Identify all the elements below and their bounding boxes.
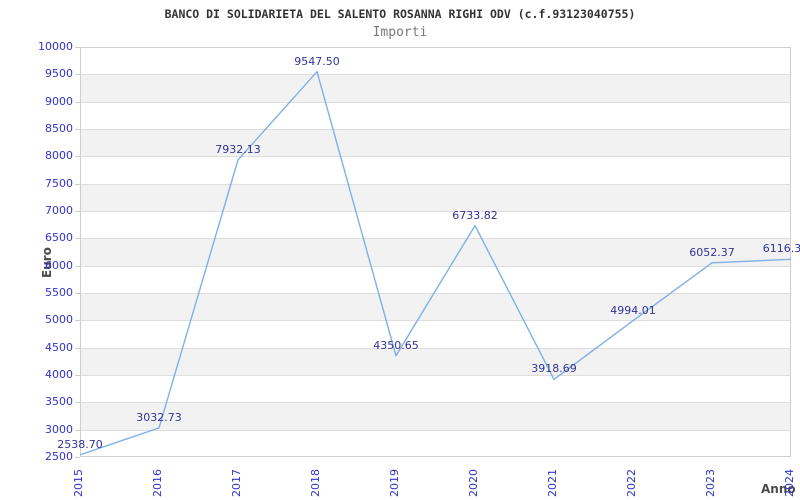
x-tick-label: 2015 bbox=[72, 469, 85, 497]
plot-band bbox=[81, 74, 790, 102]
x-tick-label: 2023 bbox=[704, 469, 717, 497]
chart-title: BANCO DI SOLIDARIETA DEL SALENTO ROSANNA… bbox=[164, 7, 636, 21]
plot-band bbox=[81, 293, 790, 321]
y-tick-mark bbox=[75, 429, 80, 431]
x-tick-label: 2018 bbox=[309, 469, 322, 497]
x-tick-label: 2017 bbox=[230, 469, 243, 497]
y-tick-mark bbox=[75, 265, 80, 267]
y-tick-mark bbox=[75, 129, 80, 130]
x-tick-label: 2019 bbox=[388, 469, 401, 497]
gridline bbox=[81, 375, 790, 376]
y-tick-mark bbox=[75, 101, 80, 103]
plot-band bbox=[81, 129, 790, 157]
x-axis-title: Anno bbox=[761, 482, 796, 496]
y-tick-label: 9000 bbox=[45, 94, 73, 108]
plot-band bbox=[81, 183, 790, 211]
y-tick-mark bbox=[75, 238, 80, 240]
y-tick-mark bbox=[75, 183, 80, 185]
y-tick-mark bbox=[75, 347, 80, 349]
gridline bbox=[81, 265, 790, 267]
y-tick-label: 7000 bbox=[45, 204, 73, 217]
y-tick-mark bbox=[75, 74, 80, 76]
data-point-label: 7932.13 bbox=[215, 143, 261, 157]
gridline bbox=[81, 74, 790, 76]
y-tick-label: 7500 bbox=[45, 176, 73, 190]
y-tick-label: 10000 bbox=[38, 40, 73, 53]
x-tick-label: 2022 bbox=[625, 469, 638, 497]
x-tick-label: 2020 bbox=[467, 469, 480, 497]
gridline bbox=[81, 101, 790, 103]
data-point-label: 4350.65 bbox=[373, 338, 419, 352]
data-point-label: 2538.70 bbox=[57, 437, 103, 451]
y-tick-mark bbox=[75, 47, 80, 48]
gridline bbox=[81, 293, 790, 294]
y-tick-label: 5500 bbox=[45, 286, 73, 299]
y-tick-mark bbox=[75, 402, 80, 404]
y-tick-label: 2500 bbox=[45, 450, 73, 463]
y-tick-mark bbox=[75, 457, 80, 458]
y-tick-mark bbox=[75, 320, 80, 322]
y-tick-label: 9500 bbox=[45, 67, 73, 81]
x-tick-label: 2021 bbox=[546, 469, 559, 497]
y-tick-mark bbox=[75, 293, 80, 294]
data-point-label: 3918.69 bbox=[531, 362, 577, 376]
y-tick-label: 4000 bbox=[45, 368, 73, 381]
y-tick-label: 8500 bbox=[45, 122, 73, 135]
gridline bbox=[81, 320, 790, 322]
data-point-label: 4994.01 bbox=[610, 303, 656, 317]
gridline bbox=[81, 402, 790, 404]
y-tick-label: 8000 bbox=[45, 149, 73, 163]
y-tick-label: 6500 bbox=[45, 231, 73, 245]
y-tick-label: 3500 bbox=[45, 395, 73, 409]
gridline bbox=[81, 429, 790, 431]
gridline bbox=[81, 156, 790, 158]
y-tick-mark bbox=[75, 375, 80, 376]
data-point-label: 3032.73 bbox=[136, 410, 182, 424]
y-tick-mark bbox=[75, 156, 80, 158]
gridline bbox=[81, 238, 790, 240]
data-point-label: 6733.82 bbox=[452, 208, 498, 222]
data-point-label: 6116.3 bbox=[762, 242, 800, 256]
data-point-label: 6052.37 bbox=[689, 245, 735, 259]
data-point-label: 9547.50 bbox=[294, 54, 340, 68]
x-tick-label: 2024 bbox=[783, 469, 796, 497]
y-tick-mark bbox=[75, 211, 80, 212]
gridline bbox=[81, 183, 790, 185]
y-tick-label: 5000 bbox=[45, 313, 73, 327]
chart-subtitle: Importi bbox=[372, 25, 428, 40]
y-tick-label: 6000 bbox=[45, 258, 73, 272]
y-tick-label: 4500 bbox=[45, 340, 73, 354]
gridline bbox=[81, 129, 790, 130]
y-tick-label: 3000 bbox=[45, 422, 73, 436]
x-tick-label: 2016 bbox=[151, 469, 164, 497]
